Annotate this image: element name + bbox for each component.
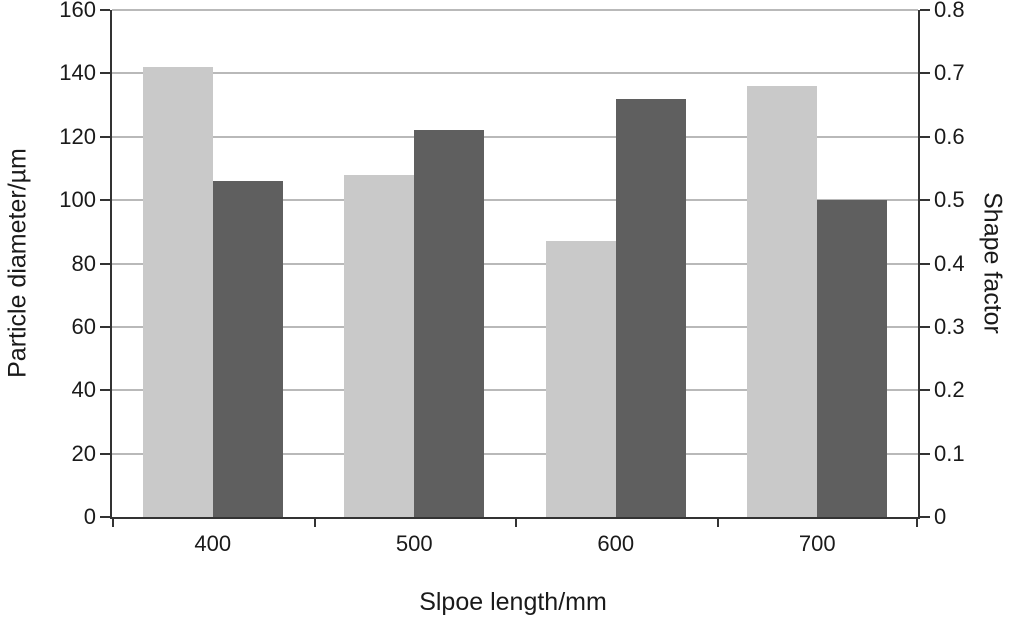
- gridline: [112, 325, 918, 328]
- y-axis-right-tick: [920, 389, 930, 392]
- plot-area: 0 0 20 0.1 40 0.2 60 0.3 80 0.4 100 0.5 120 0.6 140 0.7…: [59, 0, 964, 556]
- gridline: [112, 262, 918, 265]
- bar-shape-factor: [212, 181, 283, 517]
- x-axis-category-label: 400: [194, 531, 232, 556]
- y-axis-left-tick-label: 40: [71, 377, 96, 403]
- y-axis-left-tick-label: 100: [59, 187, 96, 213]
- x-axis-tick: [112, 519, 114, 527]
- gridline: [112, 72, 918, 75]
- bar-particle-diameter: [747, 86, 818, 517]
- gridline: [112, 199, 918, 202]
- y-axis-right-tick-label: 0.2: [934, 377, 965, 403]
- y-axis-right-tick-label: 0.4: [934, 250, 965, 276]
- y-axis-left-tick-label: 80: [71, 250, 96, 276]
- bar-particle-diameter: [545, 241, 616, 517]
- x-axis-tick: [313, 519, 316, 527]
- y-axis-right-tick-label: 0.3: [934, 313, 965, 339]
- gridline: [112, 135, 918, 138]
- y-axis-right-tick-label: 0.1: [934, 440, 965, 466]
- y-axis-left-tick-label: 120: [59, 123, 96, 149]
- x-axis-tick: [716, 519, 719, 527]
- x-axis-title: Slpoe length/mm: [419, 588, 607, 616]
- y-axis-right-tick-label: 0.5: [934, 187, 965, 213]
- x-axis-category-label: 500: [395, 531, 433, 556]
- y-axis-left-tick: [100, 516, 110, 518]
- y-axis-right-tick-label: 0.8: [934, 0, 965, 22]
- y-axis-title-right: Shape factor: [978, 192, 1007, 334]
- gridline: [112, 389, 918, 392]
- bar-shape-factor: [615, 98, 686, 517]
- x-axis-tick: [916, 519, 918, 527]
- y-axis-left-tick-label: 20: [71, 440, 96, 466]
- y-axis-left-tick: [100, 199, 110, 202]
- y-axis-right-tick: [920, 9, 930, 11]
- bar-particle-diameter: [142, 67, 213, 517]
- y-axis-title-left: Particle diameter/µm: [3, 148, 32, 378]
- y-axis-left-tick-label: 140: [59, 60, 96, 86]
- y-axis-right-tick: [920, 72, 930, 75]
- y-axis-right-tick-label: 0.6: [934, 123, 965, 149]
- x-axis-category-label: 700: [798, 531, 836, 556]
- y-axis-right-tick: [920, 325, 930, 328]
- gridline: [112, 452, 918, 455]
- y-axis-left-tick: [100, 135, 110, 138]
- bar-shape-factor: [414, 130, 485, 517]
- y-axis-left-tick-label: 0: [83, 504, 96, 529]
- y-axis-right-tick-label: 0: [934, 504, 947, 529]
- y-axis-left-tick: [100, 389, 110, 392]
- x-axis-category-label: 600: [597, 531, 635, 556]
- y-axis-left-tick: [100, 9, 110, 11]
- bar-particle-diameter: [344, 174, 415, 517]
- y-axis-right-tick: [920, 262, 930, 265]
- y-axis-left-tick: [100, 262, 110, 265]
- y-axis-left-tick: [100, 452, 110, 455]
- y-axis-left-tick: [100, 72, 110, 75]
- y-axis-right-tick: [920, 199, 930, 202]
- y-axis-right-tick: [920, 135, 930, 138]
- gridline: [112, 9, 918, 11]
- y-axis-right-tick: [920, 452, 930, 455]
- y-axis-right-tick-label: 0.7: [934, 60, 965, 86]
- y-axis-left-tick: [100, 325, 110, 328]
- y-axis-right-tick: [920, 516, 930, 518]
- x-axis-tick: [515, 519, 517, 527]
- y-axis-left-tick-label: 60: [71, 313, 96, 339]
- bar-shape-factor: [817, 200, 888, 517]
- y-axis-left-tick-label: 160: [59, 0, 96, 22]
